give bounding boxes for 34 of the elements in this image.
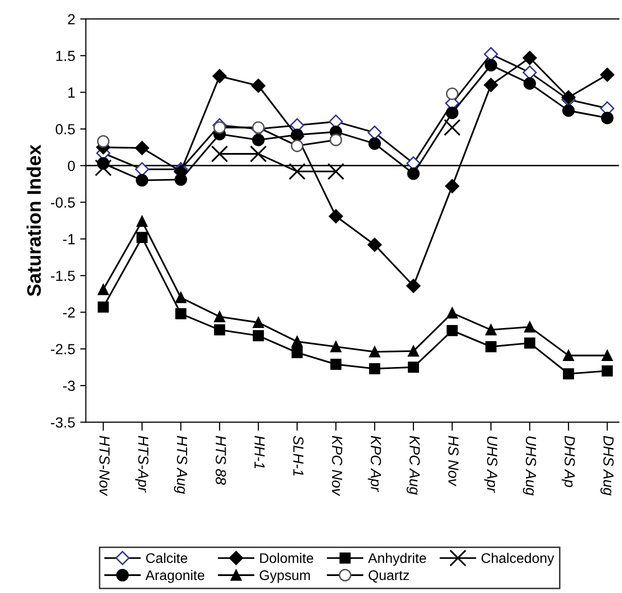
x-tick-label: UHS Aug [522,436,536,496]
y-tick-label: 2 [68,14,75,24]
x-tick-label: HTS-Nov [99,436,110,496]
x-tick-label: HTS-Apr [135,436,148,493]
y-tick-label: -1.5 [50,270,75,282]
x-tick-label: KPC Aug [406,436,420,495]
y-tick-label: -2.5 [50,344,75,354]
legend-label: Aragonite [145,570,204,583]
y-axis-title: Saturation Index [26,144,41,296]
legend-label: Anhydrite [368,552,426,566]
y-tick-label: -1 [63,234,75,244]
x-tick-label: HTS Aug [174,436,188,494]
x-tick-label: DHS Ap [562,436,575,488]
legend-label: Dolomite [260,552,314,564]
y-tick-label: 1.5 [56,50,75,62]
y-tick-label: -2 [63,307,75,318]
y-tick-label: -3 [63,380,75,391]
x-tick-label: HH-1 [254,436,265,468]
x-tick-label: DHS Aug [600,436,614,496]
y-tick-label: 1 [68,88,75,98]
x-tick-label: HTS 88 [216,436,226,485]
y-tick-label: 0 [68,160,75,172]
legend-label: Quartz [368,570,409,583]
x-tick-label: SLH-1 [293,436,304,476]
legend-label: Calcite [146,552,188,564]
x-tick-label: KPC Nov [332,436,342,496]
x-tick-label: KPC Apr [368,436,382,492]
x-tick-label: UHS Apr [484,436,498,493]
y-tick-label: 0.5 [56,124,75,134]
legend-label: Gypsum [260,570,310,583]
y-tick-label: -3.5 [50,417,75,428]
y-tick-label: -0.5 [50,197,75,208]
legend-label: Chalcedony [482,552,554,566]
x-tick-label: HS Nov [448,436,459,486]
